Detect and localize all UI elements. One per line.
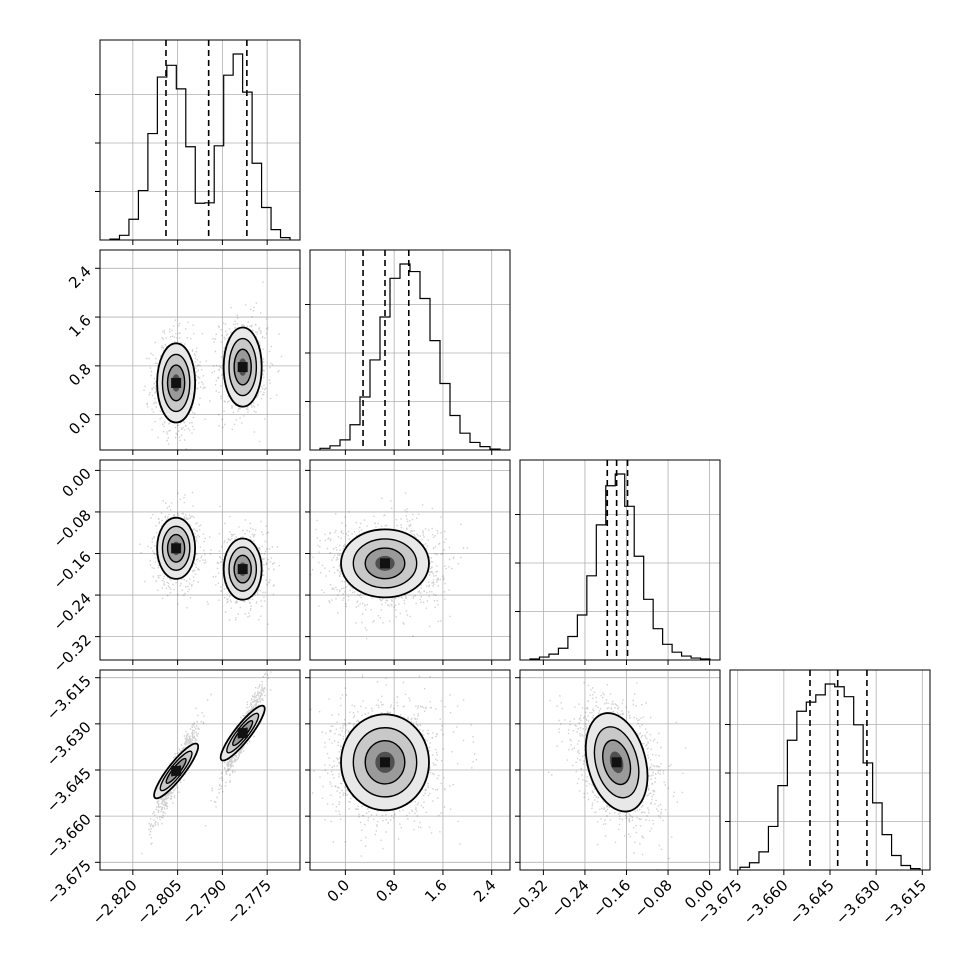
density-panel-3-1 [305,669,511,875]
density-peak-3-0-1 [237,728,248,739]
x-tick-label-1-0: 0.0 [324,876,354,906]
y-tick-label-1-0: 0.0 [65,409,95,439]
histogram-step-0 [109,53,291,240]
histogram-panel-0 [95,39,301,245]
density-panel-2-1 [305,459,511,665]
y-tick-label-2-0: −0.32 [50,631,95,676]
x-tick-label-2-0: −0.32 [506,876,551,921]
y-tick-label-2-1: −0.24 [50,589,95,634]
y-tick-label-1-3: 2.4 [65,262,95,292]
y-tick-label-3-0: −3.675 [43,856,95,908]
y-tick-label-3-2: −3.645 [43,764,95,816]
x-tick-label-2-2: −0.16 [589,876,634,921]
y-tick-label-3-4: −3.615 [43,672,95,724]
y-tick-label-2-3: −0.08 [50,506,95,551]
density-peak-1-0-0 [171,377,182,388]
x-tick-label-1-2: 1.6 [421,876,451,906]
density-panel-3-0 [95,669,301,875]
density-peak-1-0-1 [237,362,248,373]
density-peak-2-1-0 [380,558,390,569]
histogram-step-2 [529,473,711,660]
x-tick-label-0-1: −2.805 [133,876,185,928]
y-tick-label-1-1: 0.8 [65,360,95,390]
y-tick-label-2-4: 0.00 [58,464,94,500]
scatter-points-3-0 [141,671,272,855]
histogram-panel-2 [515,459,721,665]
x-tick-label-0-2: −2.790 [178,876,230,928]
x-tick-label-3-4: −3.615 [878,876,930,928]
x-tick-label-1-1: 0.8 [372,876,402,906]
y-tick-label-3-3: −3.630 [43,718,95,770]
density-panel-1-0 [95,249,301,455]
x-tick-label-3-2: −3.645 [786,876,838,928]
density-peak-3-0-0 [171,765,182,776]
density-peak-3-1-0 [380,757,390,768]
x-tick-label-2-1: −0.24 [548,876,593,921]
x-tick-label-3-3: −3.630 [832,876,884,928]
histogram-panel-3 [725,669,931,875]
x-tick-label-1-3: 2.4 [470,876,500,906]
density-panel-3-2 [515,669,721,875]
histogram-panel-1 [305,249,511,455]
density-peak-2-0-1 [237,564,248,575]
x-tick-label-0-3: −2.775 [223,876,275,928]
x-tick-label-0-0: −2.820 [89,876,141,928]
y-tick-label-3-1: −3.660 [43,810,95,862]
x-tick-label-2-3: −0.08 [631,876,676,921]
density-peak-2-0-0 [171,543,182,554]
histogram-step-1 [319,263,501,450]
histogram-step-3 [739,683,921,870]
y-tick-label-2-2: −0.16 [50,548,95,593]
x-tick-label-3-1: −3.660 [740,876,792,928]
density-peak-3-2-0 [611,757,622,768]
y-tick-label-1-2: 1.6 [65,311,95,341]
density-panel-2-0 [95,459,301,665]
